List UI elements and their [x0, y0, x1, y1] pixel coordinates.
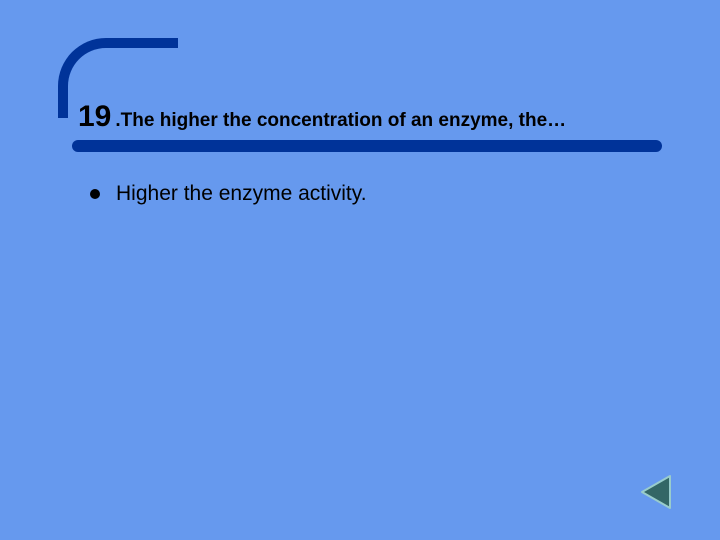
title-number: 19 — [78, 100, 111, 134]
previous-slide-button[interactable] — [636, 472, 676, 512]
bullet-dot-icon — [90, 189, 100, 199]
title-text: .The higher the concentration of an enzy… — [115, 110, 566, 132]
bullet-item: Higher the enzyme activity. — [90, 182, 367, 206]
title-main: The higher the concentration of an enzym… — [121, 110, 567, 131]
slide-title: 19 .The higher the concentration of an e… — [78, 100, 680, 134]
bullet-text: Higher the enzyme activity. — [116, 182, 367, 206]
arrow-left-icon — [636, 472, 676, 512]
title-underline — [72, 140, 662, 152]
slide: 19 .The higher the concentration of an e… — [0, 0, 720, 540]
